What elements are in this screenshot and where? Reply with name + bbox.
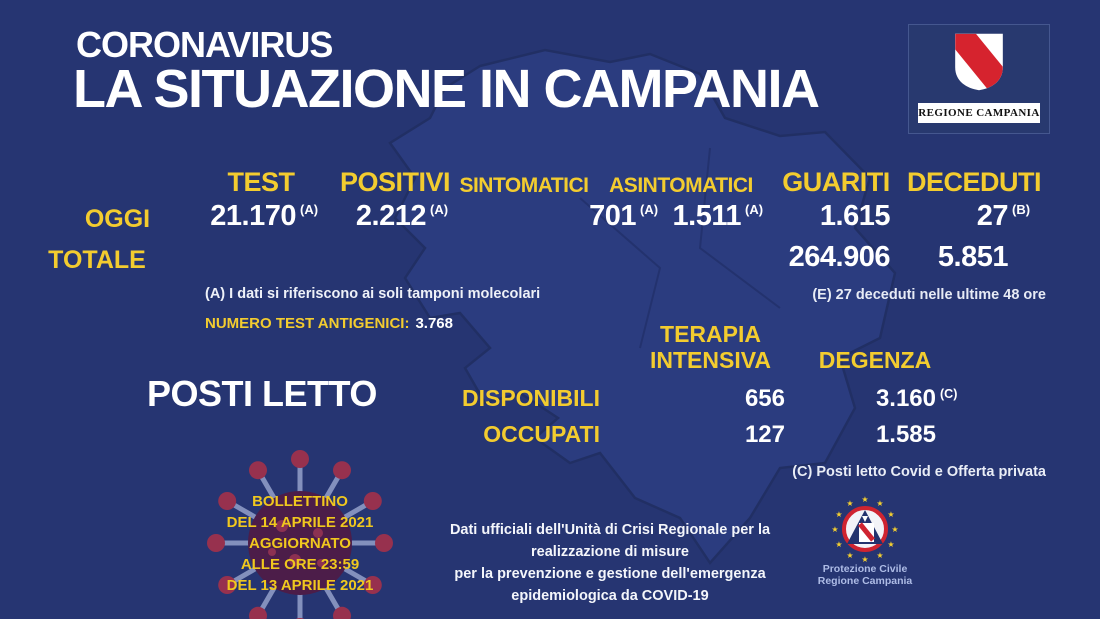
footnote-deceased-48h: (E) 27 deceduti nelle ultime 48 ore <box>812 287 1046 303</box>
value-test-oggi: 21.170 (A) <box>180 200 332 233</box>
bulletin-date-block: BOLLETTINO DEL 14 APRILE 2021 AGGIORNATO… <box>185 491 415 596</box>
value-icu-occupati: 127 <box>744 421 785 448</box>
footnote-marker: (A) <box>640 202 659 217</box>
value-degenza-occupati: 1.585 <box>820 421 968 449</box>
footnote-beds-private: (C) Posti letto Covid e Offerta privata <box>792 464 1046 480</box>
svg-text:★: ★ <box>835 540 842 549</box>
value-number: 1.511 <box>672 200 742 232</box>
svg-text:★: ★ <box>887 510 894 519</box>
value-number: 1.585 <box>875 421 936 448</box>
title-situazione-campania: LA SITUAZIONE IN CAMPANIA <box>73 59 820 119</box>
svg-text:★: ★ <box>846 499 853 508</box>
bulletin-line: DEL 13 APRILE 2021 <box>226 577 374 594</box>
svg-text:★: ★ <box>861 496 868 504</box>
svg-text:★: ★ <box>835 510 842 519</box>
bulletin-line: BOLLETTINO <box>252 493 348 510</box>
value-number: 2.212 <box>355 200 427 232</box>
footnote-marker: (C) <box>940 387 958 401</box>
value-sintomatici-oggi: 701 (A) <box>520 200 672 233</box>
svg-text:★: ★ <box>861 555 868 564</box>
value-number: 27 <box>976 200 1009 232</box>
bulletin-line: AGGIORNATO <box>249 535 351 552</box>
row-label-totale: TOTALE <box>48 246 146 274</box>
column-header-sintomatici: SINTOMATICI <box>459 174 589 197</box>
value-number: 5.851 <box>937 241 1009 273</box>
svg-text:★: ★ <box>887 540 894 549</box>
row-label-oggi: OGGI <box>84 205 151 233</box>
row-label-disponibili: DISPONIBILI <box>461 385 600 411</box>
bulletin-line: DEL 14 APRILE 2021 <box>226 514 374 531</box>
source-line-2: per la prevenzione e gestione dell'emerg… <box>454 566 766 604</box>
footnote-marker: (B) <box>1012 202 1031 217</box>
column-header-terapia-intensiva: TERAPIA INTENSIVA <box>633 321 788 373</box>
column-header-deceduti: DECEDUTI <box>906 167 1042 197</box>
campania-map-silhouette <box>388 48 897 566</box>
column-header-test: TEST <box>227 167 295 197</box>
row-label-occupati: OCCUPATI <box>483 421 600 447</box>
svg-text:★: ★ <box>876 499 883 508</box>
protezione-civile-logo: ★ ★ ★ ★ ★ ★ ★ ★ ★ ★ ★ ★ <box>831 496 898 564</box>
column-header-guariti: GUARITI <box>782 167 890 197</box>
value-guariti-oggi: 1.615 <box>760 200 891 233</box>
value-positivi-oggi: 2.212 (A) <box>310 200 462 233</box>
value-number: 701 <box>589 200 636 232</box>
data-source-note: Dati ufficiali dell'Unità di Crisi Regio… <box>415 519 805 607</box>
campania-shield-icon <box>955 33 1003 91</box>
footnote-marker: (A) <box>430 202 449 217</box>
svg-text:★: ★ <box>846 551 853 560</box>
terapia-line: TERAPIA <box>660 321 761 347</box>
coronavirus-illustration-icon <box>207 450 393 619</box>
antigen-tests-label: NUMERO TEST ANTIGENICI: <box>205 315 410 332</box>
caption-line-2: Regione Campania <box>817 574 913 587</box>
value-number: 3.160 <box>875 385 936 412</box>
regione-campania-label: REGIONE CAMPANIA <box>918 103 1040 123</box>
value-asintomatici-oggi: 1.511 (A) <box>625 200 777 233</box>
intensiva-line: INTENSIVA <box>650 347 771 373</box>
svg-text:★: ★ <box>876 551 883 560</box>
column-header-degenza: DEGENZA <box>818 347 932 373</box>
footnote-marker: (A) <box>300 202 319 217</box>
regione-campania-logo: REGIONE CAMPANIA <box>908 24 1050 134</box>
value-guariti-totale: 264.906 <box>760 241 891 274</box>
footnote-marker: (A) <box>745 202 764 217</box>
value-degenza-disponibili: 3.160 (C) <box>820 385 968 413</box>
value-number: 1.615 <box>819 200 891 232</box>
bulletin-line: ALLE ORE 23:59 <box>240 556 360 573</box>
protezione-civile-caption: Protezione Civile Regione Campania <box>795 563 935 587</box>
column-header-asintomatici: ASINTOMATICI <box>609 174 753 197</box>
svg-text:★: ★ <box>891 525 898 534</box>
beds-section-title: POSTI LETTO <box>147 373 377 414</box>
value-number: 21.170 <box>210 200 296 232</box>
svg-text:★: ★ <box>831 525 838 534</box>
caption-line-1: Protezione Civile <box>822 563 908 575</box>
footnote-molecular-tests: (A) I dati si riferiscono ai soli tampon… <box>205 286 541 302</box>
value-icu-disponibili: 656 <box>744 385 785 412</box>
title-coronavirus: CORONAVIRUS <box>76 24 333 65</box>
antigen-tests-line: NUMERO TEST ANTIGENICI: 3.768 <box>205 315 453 332</box>
source-line-1: Dati ufficiali dell'Unità di Crisi Regio… <box>449 522 771 560</box>
value-deceduti-oggi: 27 (B) <box>896 200 1046 233</box>
value-number: 264.906 <box>788 241 891 273</box>
antigen-tests-value: 3.768 <box>415 315 453 332</box>
column-header-positivi: POSITIVI <box>339 167 451 197</box>
value-deceduti-totale: 5.851 <box>896 241 1046 274</box>
